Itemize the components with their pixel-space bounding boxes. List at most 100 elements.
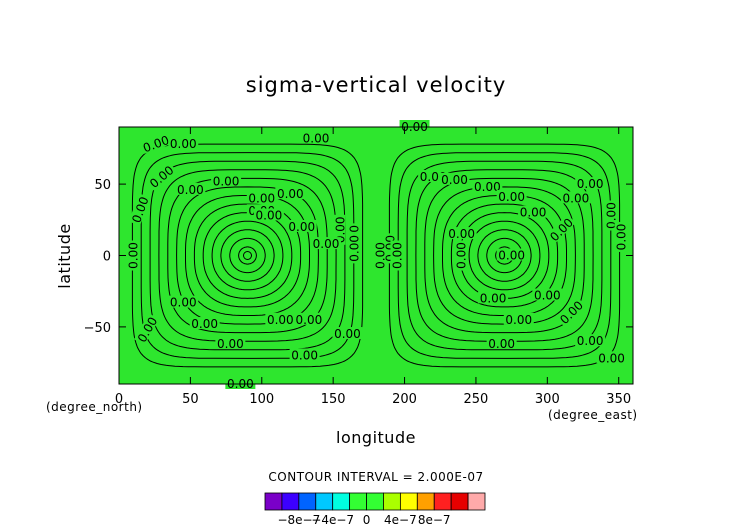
contour-label-bg (454, 240, 467, 271)
contour-label: 0.00 (534, 288, 561, 302)
colorbar-swatch (298, 492, 317, 511)
contour-line (433, 186, 576, 325)
contour-line (185, 195, 310, 316)
contour-label-bg (215, 337, 246, 350)
contour-line (468, 220, 541, 291)
contour-label-bg (211, 174, 242, 187)
contour-label-bg (575, 177, 606, 190)
contour-label-bg (478, 291, 509, 304)
contour-line (149, 160, 346, 351)
contour-label: 0.00 (577, 334, 604, 348)
contour-label-bg (532, 288, 563, 301)
contour-label: 0.00 (248, 191, 275, 205)
y-axis: −50 0 50 (84, 178, 633, 336)
contour-label-bg (575, 334, 606, 347)
contour-label: 0.00 (126, 242, 140, 269)
x-axis: 0 50 100 150 200 250 300 350 (115, 127, 631, 407)
contour-label: 0.00 (177, 183, 204, 197)
contour-line (211, 220, 284, 291)
colorbar: −8e−7−4e−7 0 4e−7 8e−7 (264, 492, 486, 527)
contour-line (158, 169, 337, 342)
contour-label: 0.00 (390, 242, 404, 269)
x-tick-label: 300 (535, 392, 560, 407)
contour-label-bg (439, 172, 470, 185)
contour-label: 0.00 (615, 224, 629, 251)
contour-label-bg (546, 214, 576, 244)
contour-label: 0.00 (498, 249, 525, 263)
contour-line (229, 237, 266, 274)
contour-label: 0.00 (577, 177, 604, 191)
x-tick-label: 50 (182, 392, 199, 407)
contour-interval-text: CONTOUR INTERVAL = 2.000E-07 (268, 470, 483, 484)
contour-label: 0.00 (563, 191, 590, 205)
contour-label: 0.00 (498, 190, 525, 204)
x-tick-label: 150 (321, 392, 346, 407)
contour-label: 0.00 (520, 206, 547, 220)
colorbar-swatch (450, 492, 469, 511)
y-tick-label: 50 (94, 178, 111, 193)
contour-label-bg (145, 161, 177, 191)
colorbar-swatch (467, 492, 486, 511)
contour-label: 0.00 (303, 131, 330, 145)
contour-label: 0.00 (334, 327, 361, 341)
contour-label-bg (332, 327, 363, 340)
contour-label-bg (265, 312, 296, 325)
contour-label: 0.00 (217, 337, 244, 351)
plot-area: 0.000.00 0.000.000.000.000.000.000.00 0.00… (118, 120, 634, 391)
x-tick-label: 350 (606, 392, 631, 407)
contour-label: 0.00 (296, 313, 323, 327)
contour-line (477, 229, 532, 282)
contour-label-bg (275, 187, 306, 200)
contour-labels: 0.000.00 0.000.000.000.000.000.000.00 0.00… (126, 120, 629, 391)
contour-label-bg (596, 351, 627, 364)
contour-line (238, 246, 257, 265)
contour-label: 0.00 (267, 313, 294, 327)
contour-label: 0.00 (333, 216, 347, 243)
contour-label: 0.00 (191, 317, 218, 331)
contour-label-bg (289, 348, 320, 361)
contour-label: 0.00 (170, 296, 197, 310)
colorbar-swatch (416, 492, 435, 511)
contour-label-bg (286, 219, 317, 232)
chart-title: sigma-vertical velocity (246, 73, 507, 97)
y-axis-label: latitude (55, 223, 74, 288)
contour-line (220, 229, 275, 282)
y-tick-label: −50 (84, 321, 111, 336)
contour-label: 0.00 (448, 227, 475, 241)
colorbar-swatch (383, 492, 401, 511)
contour-label-bg (556, 297, 586, 327)
contour-label-bg (472, 179, 503, 192)
contour-label-bg (347, 233, 360, 264)
contour-label: 0.00 (291, 348, 318, 362)
contour-label-bg (399, 120, 430, 132)
contour-line (424, 177, 585, 334)
contour-line (442, 195, 567, 316)
contour-line (243, 251, 252, 260)
colorbar-swatch (399, 492, 418, 511)
contour-label-bg (246, 191, 277, 204)
colorbar-tick-label: 8e−7 (418, 513, 451, 527)
contour-label: 0.00 (313, 237, 340, 251)
contour-label: 0.00 (288, 220, 315, 234)
contour-label: 0.00 (488, 337, 515, 351)
contour-label-bg (604, 200, 617, 231)
colorbar-swatch (433, 492, 452, 511)
contour-label: 0.00 (474, 180, 501, 194)
contour-line (415, 169, 594, 342)
x-tick-label: 0 (115, 392, 123, 407)
contour-label-bg (373, 240, 386, 271)
contour-line (140, 152, 355, 359)
contour-label: 0.00 (505, 313, 532, 327)
contour-label-bg (614, 221, 627, 252)
contour-label-bg (168, 295, 199, 308)
contour-label-bg (225, 377, 256, 389)
contour-line (495, 246, 514, 265)
contour-label-bg (189, 317, 220, 330)
colorbar-swatch (366, 492, 384, 511)
contour-line (167, 177, 328, 334)
colorbar-swatch (281, 492, 300, 511)
contour-label-bg (253, 208, 284, 221)
colorbar-tick-label: −8e−7 (277, 513, 320, 527)
contour-label-bg (496, 248, 527, 261)
x-tick-label: 250 (464, 392, 489, 407)
